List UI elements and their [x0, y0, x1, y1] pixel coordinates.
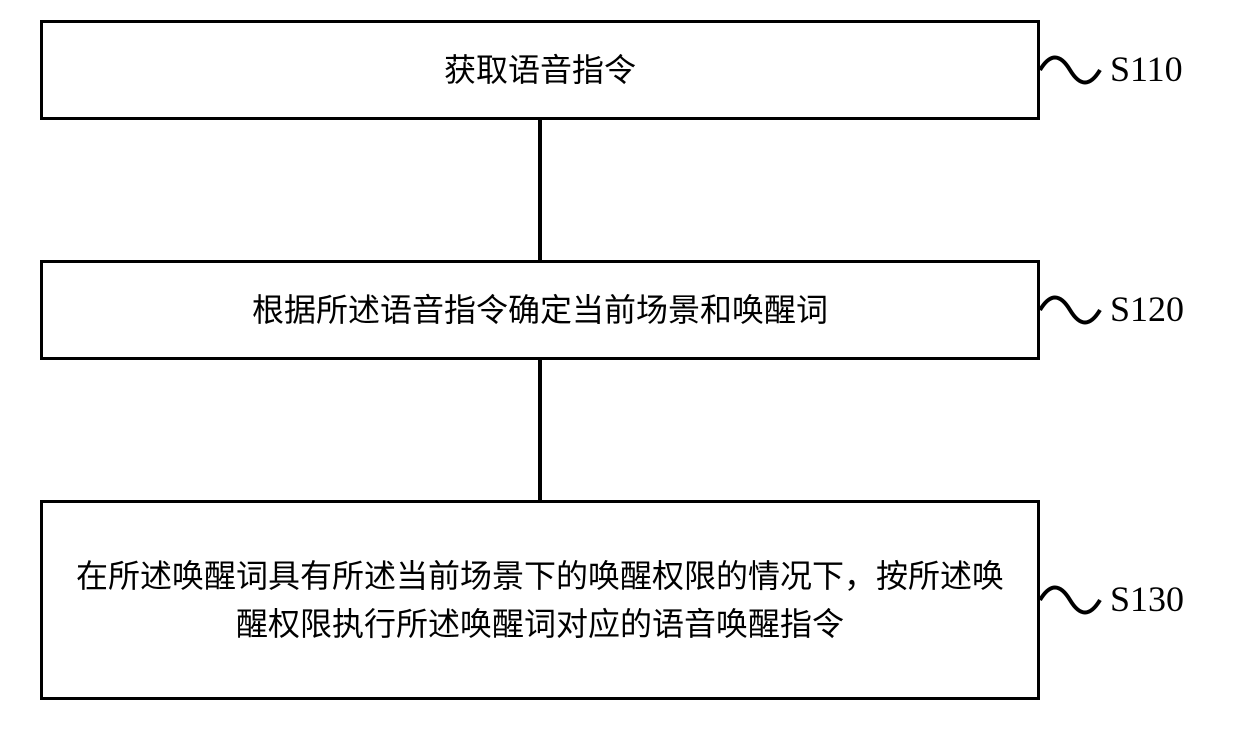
flow-step-s110-text: 获取语音指令 [444, 46, 636, 94]
label-s130: S130 [1110, 578, 1184, 620]
flow-step-s130: 在所述唤醒词具有所述当前场景下的唤醒权限的情况下，按所述唤醒权限执行所述唤醒词对… [40, 500, 1040, 700]
flow-step-s110: 获取语音指令 [40, 20, 1040, 120]
connector-s110-s120 [538, 120, 542, 260]
label-s120: S120 [1110, 288, 1184, 330]
flow-step-s120: 根据所述语音指令确定当前场景和唤醒词 [40, 260, 1040, 360]
connector-s120-s130 [538, 360, 542, 500]
flow-step-s120-text: 根据所述语音指令确定当前场景和唤醒词 [252, 286, 828, 334]
label-s110: S110 [1110, 48, 1183, 90]
flow-step-s130-text: 在所述唤醒词具有所述当前场景下的唤醒权限的情况下，按所述唤醒权限执行所述唤醒词对… [63, 552, 1017, 648]
